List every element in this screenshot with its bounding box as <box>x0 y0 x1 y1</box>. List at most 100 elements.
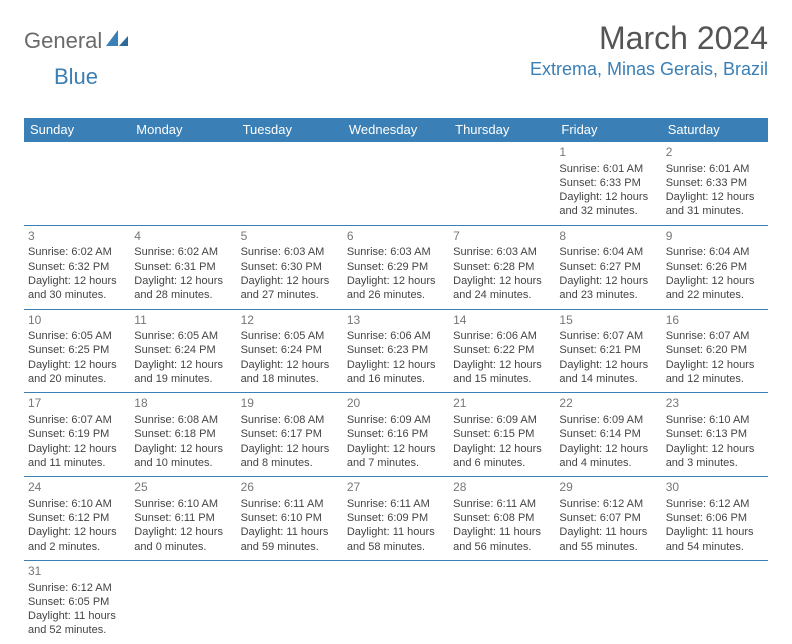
calendar-day-cell: 15Sunrise: 6:07 AMSunset: 6:21 PMDayligh… <box>555 309 661 393</box>
day-detail: Daylight: 12 hours <box>28 442 126 456</box>
day-detail: Sunset: 6:18 PM <box>134 427 232 441</box>
day-detail: Sunrise: 6:07 AM <box>666 329 764 343</box>
day-detail: Sunrise: 6:01 AM <box>559 162 657 176</box>
day-number: 27 <box>347 480 445 496</box>
day-detail: Daylight: 12 hours <box>559 190 657 204</box>
calendar-day-cell <box>237 142 343 226</box>
day-detail: Sunrise: 6:07 AM <box>559 329 657 343</box>
calendar-day-cell <box>130 560 236 643</box>
day-detail: Sunrise: 6:08 AM <box>134 413 232 427</box>
day-detail: Daylight: 12 hours <box>28 358 126 372</box>
calendar-day-cell: 29Sunrise: 6:12 AMSunset: 6:07 PMDayligh… <box>555 477 661 561</box>
day-number: 26 <box>241 480 339 496</box>
day-detail: Daylight: 12 hours <box>453 358 551 372</box>
day-detail: and 58 minutes. <box>347 540 445 554</box>
day-number: 7 <box>453 229 551 245</box>
day-detail: Daylight: 11 hours <box>453 525 551 539</box>
logo: General <box>24 20 132 54</box>
calendar-week-row: 31Sunrise: 6:12 AMSunset: 6:05 PMDayligh… <box>24 560 768 643</box>
calendar-day-cell: 2Sunrise: 6:01 AMSunset: 6:33 PMDaylight… <box>662 142 768 226</box>
day-detail: and 10 minutes. <box>134 456 232 470</box>
day-detail: and 14 minutes. <box>559 372 657 386</box>
day-detail: Daylight: 12 hours <box>559 358 657 372</box>
calendar-day-cell: 13Sunrise: 6:06 AMSunset: 6:23 PMDayligh… <box>343 309 449 393</box>
day-detail: Sunset: 6:25 PM <box>28 343 126 357</box>
day-detail: Daylight: 12 hours <box>134 358 232 372</box>
calendar-day-cell: 8Sunrise: 6:04 AMSunset: 6:27 PMDaylight… <box>555 225 661 309</box>
calendar-day-cell: 4Sunrise: 6:02 AMSunset: 6:31 PMDaylight… <box>130 225 236 309</box>
day-detail: and 32 minutes. <box>559 204 657 218</box>
day-detail: Sunrise: 6:10 AM <box>666 413 764 427</box>
day-detail: and 52 minutes. <box>28 623 126 637</box>
day-detail: Sunset: 6:33 PM <box>559 176 657 190</box>
day-detail: Sunrise: 6:09 AM <box>559 413 657 427</box>
calendar-week-row: 1Sunrise: 6:01 AMSunset: 6:33 PMDaylight… <box>24 142 768 226</box>
day-number: 15 <box>559 313 657 329</box>
day-detail: Sunset: 6:07 PM <box>559 511 657 525</box>
weekday-header-row: Sunday Monday Tuesday Wednesday Thursday… <box>24 118 768 142</box>
day-detail: Sunset: 6:29 PM <box>347 260 445 274</box>
day-detail: Sunrise: 6:03 AM <box>453 245 551 259</box>
day-detail: and 8 minutes. <box>241 456 339 470</box>
day-detail: and 0 minutes. <box>134 540 232 554</box>
day-detail: Sunset: 6:21 PM <box>559 343 657 357</box>
day-detail: and 55 minutes. <box>559 540 657 554</box>
day-number: 31 <box>28 564 126 580</box>
day-number: 5 <box>241 229 339 245</box>
weekday-header: Thursday <box>449 118 555 142</box>
day-detail: Sunset: 6:26 PM <box>666 260 764 274</box>
day-detail: and 2 minutes. <box>28 540 126 554</box>
day-detail: Sunset: 6:05 PM <box>28 595 126 609</box>
calendar-day-cell: 6Sunrise: 6:03 AMSunset: 6:29 PMDaylight… <box>343 225 449 309</box>
day-detail: Sunrise: 6:04 AM <box>559 245 657 259</box>
calendar-day-cell <box>555 560 661 643</box>
calendar-day-cell: 27Sunrise: 6:11 AMSunset: 6:09 PMDayligh… <box>343 477 449 561</box>
day-detail: Daylight: 12 hours <box>453 442 551 456</box>
calendar-day-cell: 10Sunrise: 6:05 AMSunset: 6:25 PMDayligh… <box>24 309 130 393</box>
day-detail: Sunrise: 6:01 AM <box>666 162 764 176</box>
day-detail: Daylight: 12 hours <box>666 274 764 288</box>
calendar-day-cell: 9Sunrise: 6:04 AMSunset: 6:26 PMDaylight… <box>662 225 768 309</box>
day-detail: Sunset: 6:12 PM <box>28 511 126 525</box>
day-detail: Daylight: 12 hours <box>453 274 551 288</box>
day-detail: Sunrise: 6:12 AM <box>559 497 657 511</box>
day-detail: Daylight: 12 hours <box>134 442 232 456</box>
day-detail: Sunset: 6:31 PM <box>134 260 232 274</box>
calendar-week-row: 10Sunrise: 6:05 AMSunset: 6:25 PMDayligh… <box>24 309 768 393</box>
day-detail: and 30 minutes. <box>28 288 126 302</box>
day-detail: Sunset: 6:10 PM <box>241 511 339 525</box>
day-detail: Sunrise: 6:06 AM <box>453 329 551 343</box>
day-detail: Sunset: 6:09 PM <box>347 511 445 525</box>
day-number: 16 <box>666 313 764 329</box>
calendar-day-cell <box>130 142 236 226</box>
day-detail: Sunrise: 6:05 AM <box>241 329 339 343</box>
day-number: 30 <box>666 480 764 496</box>
weekday-header: Wednesday <box>343 118 449 142</box>
day-detail: Sunrise: 6:03 AM <box>347 245 445 259</box>
day-detail: Sunset: 6:13 PM <box>666 427 764 441</box>
day-detail: Daylight: 11 hours <box>347 525 445 539</box>
day-detail: Sunrise: 6:06 AM <box>347 329 445 343</box>
day-detail: Daylight: 12 hours <box>347 358 445 372</box>
day-detail: Daylight: 12 hours <box>241 358 339 372</box>
day-detail: Sunrise: 6:09 AM <box>453 413 551 427</box>
day-detail: Sunrise: 6:11 AM <box>453 497 551 511</box>
day-detail: Daylight: 12 hours <box>559 274 657 288</box>
day-detail: Sunrise: 6:10 AM <box>134 497 232 511</box>
day-detail: Sunset: 6:14 PM <box>559 427 657 441</box>
day-detail: Sunrise: 6:03 AM <box>241 245 339 259</box>
day-detail: Sunrise: 6:07 AM <box>28 413 126 427</box>
calendar-day-cell: 1Sunrise: 6:01 AMSunset: 6:33 PMDaylight… <box>555 142 661 226</box>
day-detail: Daylight: 12 hours <box>134 274 232 288</box>
calendar-day-cell: 3Sunrise: 6:02 AMSunset: 6:32 PMDaylight… <box>24 225 130 309</box>
calendar-day-cell: 25Sunrise: 6:10 AMSunset: 6:11 PMDayligh… <box>130 477 236 561</box>
calendar-day-cell: 11Sunrise: 6:05 AMSunset: 6:24 PMDayligh… <box>130 309 236 393</box>
day-detail: Sunset: 6:24 PM <box>134 343 232 357</box>
day-detail: and 7 minutes. <box>347 456 445 470</box>
weekday-header: Friday <box>555 118 661 142</box>
day-detail: and 18 minutes. <box>241 372 339 386</box>
calendar-day-cell: 23Sunrise: 6:10 AMSunset: 6:13 PMDayligh… <box>662 393 768 477</box>
day-detail: Sunrise: 6:11 AM <box>241 497 339 511</box>
calendar-day-cell: 30Sunrise: 6:12 AMSunset: 6:06 PMDayligh… <box>662 477 768 561</box>
calendar-week-row: 3Sunrise: 6:02 AMSunset: 6:32 PMDaylight… <box>24 225 768 309</box>
